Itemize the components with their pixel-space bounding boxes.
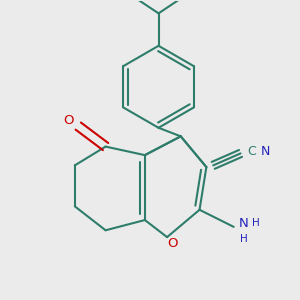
Text: H: H	[252, 218, 260, 229]
Text: N: N	[261, 145, 270, 158]
Text: C: C	[248, 145, 256, 158]
Text: O: O	[167, 237, 178, 250]
Text: H: H	[240, 234, 248, 244]
Text: N: N	[239, 217, 249, 230]
Text: O: O	[63, 115, 73, 128]
